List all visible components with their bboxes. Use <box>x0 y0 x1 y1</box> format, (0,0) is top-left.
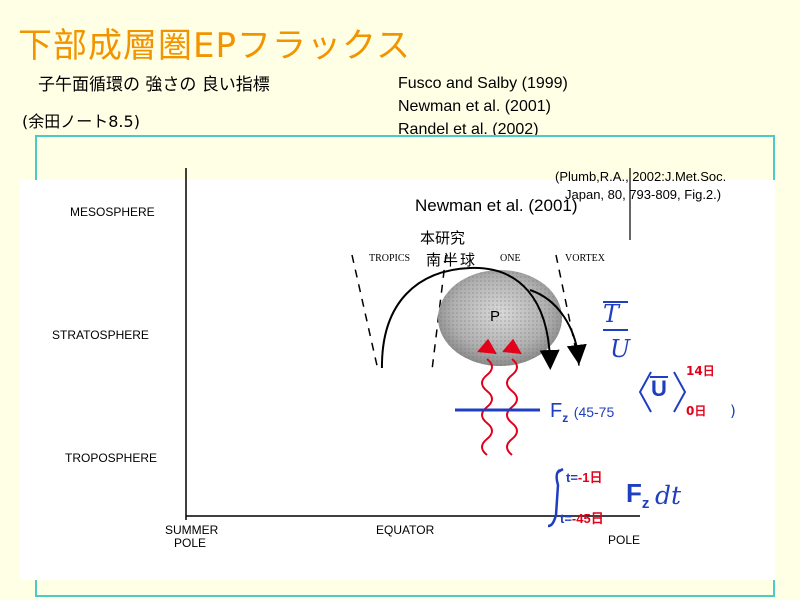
references-list: Fusco and Salby (1999) Newman et al. (20… <box>398 72 568 141</box>
t-bar: T <box>603 300 620 328</box>
reference-item: Randel et al. (2002) <box>398 121 539 138</box>
fz-label: Fz (45-75 <box>550 400 614 425</box>
layer-stratosphere: STRATOSPHERE <box>52 328 149 342</box>
angle-bracket-left <box>638 371 652 413</box>
pump-label: P <box>490 308 501 325</box>
wave-arrowhead-right <box>502 338 522 355</box>
southern-hemisphere-label: 南半球 <box>426 251 478 269</box>
integral-sign <box>547 468 561 528</box>
layer-mesosphere: MESOSPHERE <box>70 205 155 219</box>
angle-bracket-right <box>673 371 687 413</box>
lower-limit: 0日 <box>686 404 707 418</box>
zone-tropics: TROPICS <box>369 253 411 264</box>
this-study-label: 本研究 <box>420 229 466 247</box>
axis-equator: EQUATOR <box>376 523 435 537</box>
reference-item: Fusco and Salby (1999) <box>398 75 568 92</box>
vortex-arrow <box>529 289 587 365</box>
zone-boundary-left <box>351 254 379 371</box>
blank-region <box>195 368 450 510</box>
wave-arrowhead-left <box>477 338 497 355</box>
integral-upper: t=-1日 <box>566 470 603 485</box>
slide-note: (余田ノート8.5) <box>22 112 140 131</box>
upper-limit: 14日 <box>686 364 715 378</box>
slide-title: 下部成層圏EPフラックス <box>18 26 411 66</box>
fz-range: (45-75 <box>573 404 615 420</box>
zone-vortex: VORTEX <box>565 253 605 264</box>
fz-subscript: z <box>562 411 569 425</box>
circulation-arrow <box>380 266 560 373</box>
close-paren: ) <box>730 402 736 420</box>
axis-summer-pole: POLE <box>174 536 207 550</box>
zone-boundary-mid <box>431 254 447 371</box>
axis-summer: SUMMER <box>165 523 219 537</box>
figure-citation: (Plumb,R.A., 2002:J.Met.Soc. Japan, 80, … <box>555 168 726 204</box>
integrand-dt: dt <box>655 481 682 510</box>
u-bar: U <box>610 335 631 363</box>
axis-winter-pole: POLE <box>608 533 641 547</box>
citation-line: (Plumb,R.A., 2002:J.Met.Soc. <box>555 169 727 184</box>
layer-troposphere: TROPOSPHERE <box>65 451 158 465</box>
integral-lower: t=-45日 <box>560 511 604 526</box>
newman-label: Newman et al. (2001) <box>415 196 578 215</box>
wave-arrow-left <box>481 358 493 456</box>
integrand-fz: Fz <box>626 478 650 513</box>
citation-line: Japan, 80, 793-809, Fig.2.) <box>565 187 722 202</box>
wave-arrow-right <box>506 358 518 456</box>
u-mean: U <box>651 376 667 401</box>
fz-symbol: F <box>550 400 563 422</box>
reference-item: Newman et al. (2001) <box>398 98 551 115</box>
slide-subtitle: 子午面循環の 強さの 良い指標 <box>38 75 270 95</box>
zone-surf: ONE <box>500 253 521 264</box>
